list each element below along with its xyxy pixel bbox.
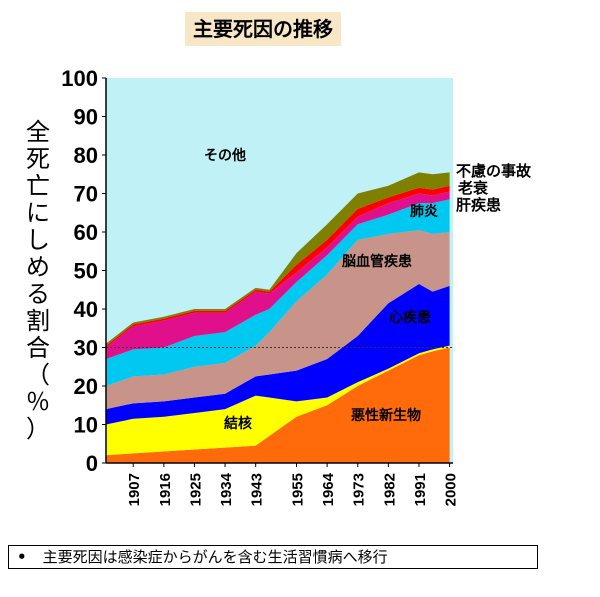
- label-pneumonia: 肺炎: [410, 204, 438, 220]
- area-tuberculosis: [106, 345, 450, 456]
- label-senility: 老衰: [457, 179, 489, 197]
- x-tick-label: 1973: [351, 473, 368, 506]
- label-tuberculosis: 結核: [224, 415, 252, 432]
- x-tick-label: 1982: [381, 473, 398, 506]
- x-tick-label: 1934: [218, 472, 235, 506]
- y-tick-label: 30: [74, 336, 98, 361]
- label-cancer: 悪性新生物: [351, 407, 421, 424]
- y-tick-label: 0: [86, 451, 98, 476]
- y-tick-label: 10: [74, 413, 98, 438]
- y-tick-label: 100: [61, 66, 98, 91]
- summary-note: • 主要死因は感染症からがんを含む生活習慣病へ移行: [8, 545, 538, 569]
- y-tick-label: 70: [74, 182, 98, 207]
- summary-text: 主要死因は感染症からがんを含む生活習慣病へ移行: [42, 548, 388, 566]
- label-other: その他: [204, 147, 246, 164]
- y-tick-label: 40: [74, 297, 98, 322]
- y-tick-label: 50: [74, 259, 98, 284]
- chart-title: 主要死因の推移: [185, 12, 341, 46]
- x-tick-label: 1907: [126, 473, 143, 506]
- x-tick-label: 1964: [320, 472, 337, 506]
- area-liver: [106, 191, 450, 360]
- y-tick-label: 80: [74, 143, 98, 168]
- y-tick-label: 20: [74, 374, 98, 399]
- x-tick-label: 1916: [157, 473, 174, 506]
- x-tick-label: 1943: [249, 473, 266, 506]
- area-heart: [106, 283, 450, 425]
- label-cerebrovascular: 脳血管疾患: [342, 253, 412, 270]
- x-tick-label: 1991: [412, 473, 429, 506]
- label-liver: 肝疾患: [456, 196, 501, 214]
- x-tick-label: 2000: [443, 473, 460, 506]
- area-cancer: [106, 347, 450, 463]
- y-axis-label: 全死亡にしめる割合（％）: [26, 118, 50, 443]
- label-heart: 心疾患: [389, 309, 431, 326]
- y-tick-label: 90: [74, 105, 98, 130]
- bullet: •: [17, 548, 27, 566]
- label-accident: 不慮の事故: [456, 162, 532, 180]
- x-tick-label: 1925: [187, 473, 204, 506]
- area-cerebrovascular: [106, 230, 450, 410]
- y-tick-label: 60: [74, 220, 98, 245]
- area-pneumonia: [106, 199, 450, 386]
- x-tick-label: 1955: [290, 473, 307, 506]
